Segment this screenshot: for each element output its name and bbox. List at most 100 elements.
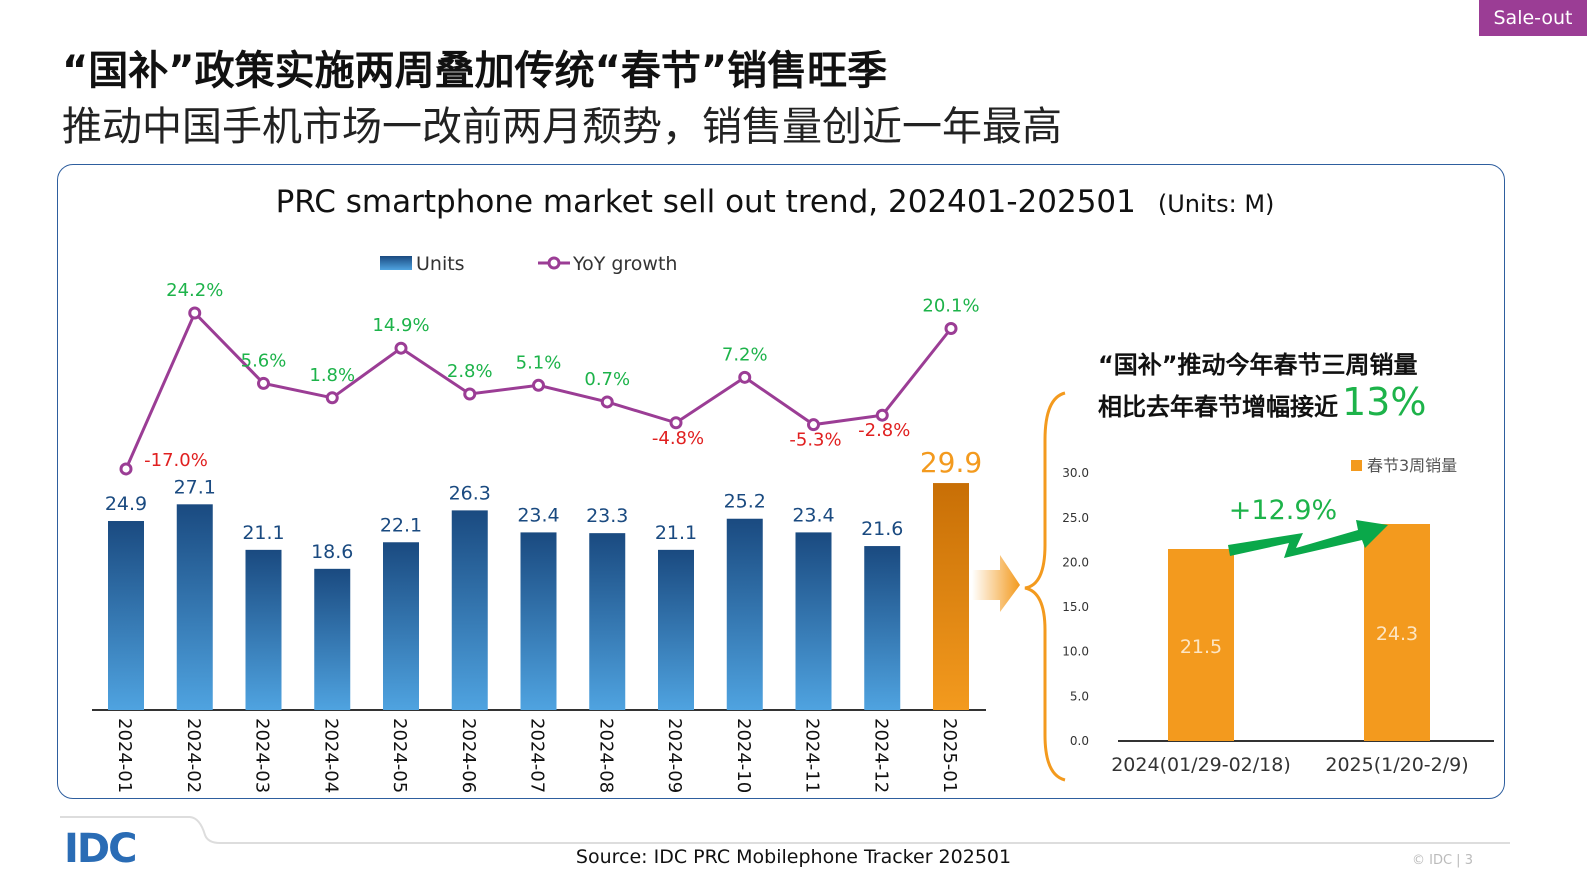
y-tick-label: 15.0: [1062, 600, 1089, 614]
x-tick-label: 2024-08: [595, 718, 616, 793]
yoy-point: [875, 408, 889, 422]
bar-value-label: 23.3: [586, 505, 628, 527]
footer-divider: [60, 816, 1510, 844]
yoy-point: [325, 391, 339, 405]
highlight-pct: 13%: [1342, 380, 1427, 424]
bar-value-label: 24.9: [105, 493, 147, 515]
chart-panel: [57, 164, 1505, 799]
growth-label: +12.9%: [1229, 495, 1337, 526]
bar-2024-07: [520, 532, 557, 710]
highlight-line-2: 相比去年春节增幅接近 13%: [1098, 380, 1426, 424]
right-legend-label: 春节3周销量: [1367, 456, 1457, 475]
yoy-point: [394, 341, 408, 355]
right-x-tick-label: 2024(01/29-02/18): [1111, 754, 1291, 776]
bar-value-label: 21.1: [655, 522, 697, 544]
x-tick-label: 2024-01: [114, 718, 135, 793]
bar-2024-10: [726, 518, 763, 710]
right-x-tick-label: 2025(1/20-2/9): [1325, 754, 1468, 776]
bar-2025-01: [933, 483, 969, 710]
bar-2024-09: [658, 549, 694, 710]
spring-bar-value: 21.5: [1180, 636, 1222, 658]
bar-2024-03: [245, 549, 282, 710]
x-tick-label: 2024-04: [320, 718, 341, 793]
bar-value-label: 22.1: [380, 514, 422, 536]
yoy-point: [188, 306, 202, 320]
legend-units-label: Units: [416, 253, 465, 275]
copyright: © IDC | 3: [1412, 853, 1473, 868]
bar-value-label: 25.2: [724, 491, 766, 513]
x-tick-label: 2024-06: [458, 718, 479, 793]
bar-2024-05: [383, 542, 419, 710]
yoy-point: [738, 370, 752, 384]
yoy-point: [532, 378, 545, 392]
x-tick-label: 2024-11: [802, 718, 823, 793]
bar-value-label: 27.1: [174, 476, 216, 498]
spring-bar-value: 24.3: [1376, 623, 1418, 645]
yoy-label: 0.7%: [584, 369, 630, 390]
x-tick-label: 2024-03: [252, 718, 273, 793]
x-tick-label: 2024-10: [733, 718, 754, 793]
x-tick-label: 2024-09: [664, 718, 685, 793]
yoy-point: [669, 416, 683, 430]
bar-2024-11: [795, 532, 832, 710]
yoy-point: [944, 322, 958, 336]
y-tick-label: 5.0: [1070, 689, 1089, 703]
bar-value-label: 21.1: [242, 522, 284, 544]
bar-2024-12: [864, 546, 901, 710]
bar-value-label: 29.9: [920, 446, 982, 479]
bar-2024-02: [176, 504, 213, 710]
title-line-1: “国补”政策实施两周叠加传统“春节”销售旺季: [62, 48, 888, 94]
yoy-label: -4.8%: [652, 428, 704, 449]
idc-logo: IDC: [64, 826, 137, 872]
bar-2024-01: [108, 521, 144, 710]
yoy-label: 14.9%: [372, 315, 429, 336]
bar-value-label: 23.4: [517, 504, 559, 526]
yoy-label: 5.6%: [241, 350, 287, 371]
legend-yoy-label: YoY growth: [572, 253, 677, 275]
yoy-label: -5.3%: [789, 430, 841, 451]
bar-value-label: 21.6: [861, 518, 903, 540]
y-tick-label: 10.0: [1062, 645, 1089, 659]
yoy-label: 7.2%: [722, 344, 768, 365]
source-note: Source: IDC PRC Mobilephone Tracker 2025…: [575, 846, 1012, 868]
yoy-point: [119, 462, 133, 476]
sale-out-tag: Sale-out: [1479, 0, 1587, 36]
y-tick-label: 20.0: [1062, 555, 1089, 569]
bar-value-label: 23.4: [792, 504, 834, 526]
yoy-point: [600, 395, 614, 409]
legend-units-swatch: [380, 256, 412, 270]
brace: [1024, 391, 1066, 782]
growth-arrow: [1228, 520, 1388, 558]
pointer-arrow: [972, 555, 1020, 612]
bar-2024-08: [589, 533, 626, 710]
yoy-point: [807, 418, 820, 432]
yoy-label: 24.2%: [166, 280, 223, 301]
yoy-point: [463, 387, 477, 401]
yoy-label: 2.8%: [447, 361, 493, 382]
title-line-2: 推动中国手机市场一改前两月颓势，销售量创近一年最高: [62, 104, 1062, 150]
yoy-label: -17.0%: [144, 450, 208, 471]
yoy-label: 1.8%: [309, 365, 355, 386]
y-tick-label: 0.0: [1070, 734, 1089, 748]
bar-2024-06: [451, 510, 488, 710]
yoy-label: 20.1%: [922, 296, 979, 317]
x-tick-label: 2025-01: [939, 718, 960, 793]
spring-bar-0: [1168, 549, 1234, 741]
yoy-label: 5.1%: [516, 352, 562, 373]
yoy-point: [257, 376, 270, 390]
spring-bar-1: [1364, 524, 1430, 741]
right-legend-swatch: [1351, 460, 1362, 471]
x-tick-label: 2024-12: [870, 718, 891, 793]
x-tick-label: 2024-05: [389, 718, 410, 793]
chart-title-text: PRC smartphone market sell out trend, 20…: [275, 184, 1136, 220]
y-tick-label: 30.0: [1062, 466, 1089, 480]
highlight-text: 相比去年春节增幅接近: [1098, 393, 1338, 421]
y-tick-label: 25.0: [1062, 511, 1089, 525]
highlight-line-1: “国补”推动今年春节三周销量: [1098, 351, 1418, 379]
legend-yoy-marker: [547, 256, 561, 270]
bar-value-label: 18.6: [311, 541, 353, 563]
chart-title: PRC smartphone market sell out trend, 20…: [0, 184, 1550, 220]
bar-2024-04: [314, 568, 351, 710]
chart-units: (Units: M): [1157, 190, 1275, 218]
